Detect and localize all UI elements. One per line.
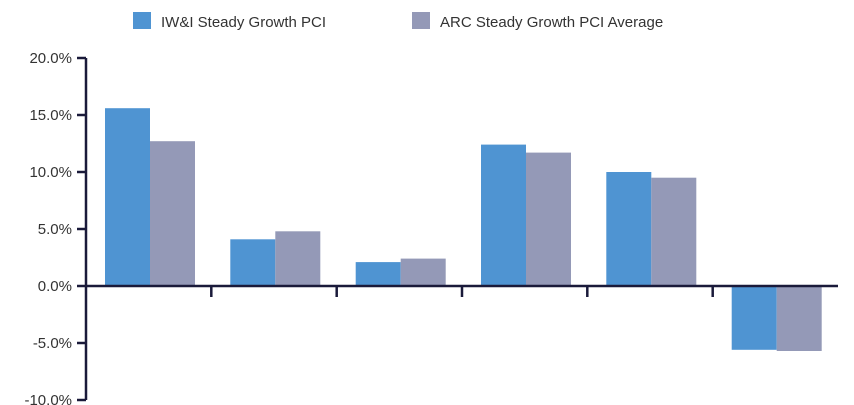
- bar-series-1-cat-1: [105, 108, 150, 286]
- y-tick-label: 15.0%: [29, 107, 72, 124]
- bar-series-1-cat-6: [731, 286, 777, 350]
- y-tick-label: 10.0%: [29, 164, 72, 181]
- bar-series-2-cat-1: [150, 141, 195, 286]
- bar-series-2-cat-3: [400, 258, 446, 286]
- y-tick-label: 0.0%: [38, 278, 72, 295]
- bar-series-1-cat-4: [481, 144, 526, 286]
- bar-group: [105, 108, 822, 351]
- y-tick-label: 20.0%: [29, 50, 72, 67]
- bar-series-1-cat-3: [355, 262, 401, 286]
- legend-swatch-series-1: [133, 12, 151, 29]
- bar-series-2-cat-5: [651, 177, 697, 286]
- bar-series-2-cat-2: [275, 231, 321, 286]
- bar-series-1-cat-2: [230, 239, 276, 286]
- y-tick-label: -10.0%: [24, 392, 72, 405]
- bar-series-2-cat-4: [526, 152, 571, 286]
- chart-legend: IW&I Steady Growth PCI ARC Steady Growth…: [133, 12, 663, 31]
- bar-series-1-cat-5: [606, 172, 652, 286]
- legend-swatch-series-2: [412, 12, 430, 29]
- legend-label-series-1: IW&I Steady Growth PCI: [161, 14, 326, 31]
- legend-label-series-2: ARC Steady Growth PCI Average: [440, 14, 663, 31]
- bar-series-2-cat-6: [776, 286, 822, 351]
- y-tick-label: 5.0%: [38, 221, 72, 238]
- y-tick-label: -5.0%: [33, 335, 72, 352]
- chart-axes: [84, 58, 838, 400]
- y-axis-ticks: -10.0% -5.0% 0.0% 5.0% 10.0% 15.0% 20.0%: [24, 50, 86, 405]
